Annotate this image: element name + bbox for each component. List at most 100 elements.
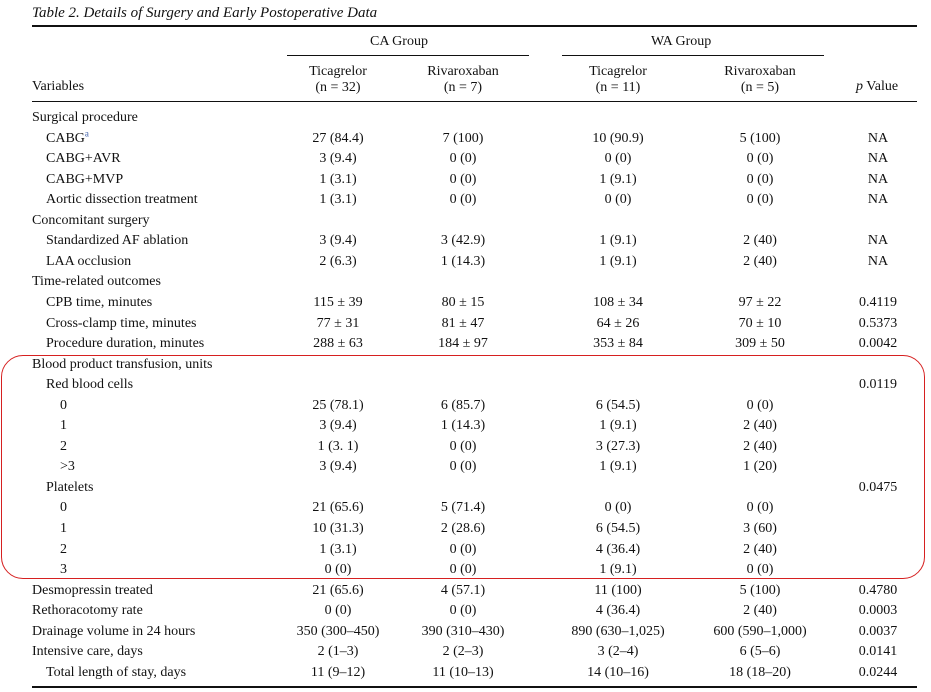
row-label-text: >3 bbox=[60, 459, 75, 475]
row-label: 0 bbox=[60, 396, 67, 416]
top-rule bbox=[32, 25, 917, 27]
footnote-marker: a bbox=[84, 127, 89, 138]
table-cell: 0 (0) bbox=[324, 562, 352, 578]
table-cell: 97 ± 22 bbox=[738, 294, 782, 310]
row-label: Drainage volume in 24 hours bbox=[32, 622, 195, 642]
table-cell: 6 (54.5) bbox=[595, 397, 641, 413]
table-cell: 80 ± 15 bbox=[441, 294, 485, 310]
table-cell: 2 (2–3) bbox=[442, 644, 484, 660]
row-label: 3 bbox=[60, 560, 67, 580]
pvalue-cell: NA bbox=[867, 233, 889, 249]
table-cell: 3 (42.9) bbox=[440, 233, 486, 249]
column-header-variables: Variables bbox=[32, 79, 85, 94]
table-cell: 14 (10–16) bbox=[587, 664, 649, 680]
table-cell: 4 (57.1) bbox=[440, 582, 486, 598]
row-label: Blood product transfusion, units bbox=[32, 355, 212, 375]
header-rule bbox=[32, 101, 917, 102]
row-label: Standardized AF ablation bbox=[46, 231, 188, 251]
table-row: Red blood cells 0.0119 bbox=[0, 375, 931, 395]
row-label: Rethoracotomy rate bbox=[32, 601, 143, 621]
table-cell: 0 (0) bbox=[746, 151, 774, 167]
pvalue-cell: NA bbox=[867, 130, 889, 146]
pvalue-rest: Value bbox=[863, 79, 899, 94]
table-cell: 18 (18–20) bbox=[729, 664, 791, 680]
column-header-name: Ticagrelor bbox=[589, 64, 647, 79]
table-cell: 3 (9.4) bbox=[319, 151, 357, 167]
pvalue-cell: 0.0042 bbox=[858, 336, 898, 352]
table-cell: 27 (84.4) bbox=[312, 130, 364, 146]
table-cell: 6 (54.5) bbox=[595, 521, 641, 536]
table-cell: 10 (90.9) bbox=[592, 130, 644, 146]
table-cell: 2 (6.3) bbox=[319, 253, 357, 269]
table-cell: 1 (9.1) bbox=[599, 171, 637, 187]
table-cell: 350 (300–450) bbox=[296, 623, 380, 639]
column-header-name: Rivaroxaban bbox=[724, 64, 796, 79]
table-row: CABG+AVR 3 (9.4) 0 (0) 0 (0) 0 (0) NA bbox=[0, 149, 931, 169]
table-row: Aortic dissection treatment 1 (3.1) 0 (0) 0… bbox=[0, 190, 931, 210]
table-cell: 4 (36.4) bbox=[595, 541, 641, 557]
pvalue-cell: NA bbox=[867, 253, 889, 269]
table-cell: 2 (40) bbox=[743, 438, 777, 454]
pvalue-cell: 0.0037 bbox=[858, 623, 898, 639]
table-cell: 3 (27.3) bbox=[595, 438, 641, 454]
row-label-text: Red blood cells bbox=[46, 377, 134, 393]
group-header-ca: CA Group bbox=[370, 34, 428, 49]
row-label-text: Concomitant surgery bbox=[32, 212, 150, 228]
table-cell: 21 (65.6) bbox=[312, 582, 364, 598]
table-cell: 353 ± 84 bbox=[593, 336, 643, 352]
row-label: Time-related outcomes bbox=[32, 272, 161, 292]
table-cell: 11 (100) bbox=[594, 582, 642, 598]
column-header-name: Rivaroxaban bbox=[427, 64, 499, 79]
pvalue-cell: 0.0119 bbox=[859, 377, 897, 393]
row-label: 2 bbox=[60, 437, 67, 457]
table-row: CABG+MVP 1 (3.1) 0 (0) 1 (9.1) 0 (0) NA bbox=[0, 170, 931, 190]
table-cell: 77 ± 31 bbox=[316, 315, 360, 331]
table-cell: 6 (5–6) bbox=[739, 644, 781, 660]
table-row: Intensive care, days 2 (1–3) 2 (2–3) 3 (2–4… bbox=[0, 642, 931, 662]
table-cell: 115 ± 39 bbox=[313, 294, 363, 310]
row-label: Total length of stay, days bbox=[46, 663, 186, 683]
pvalue-cell: 0.0244 bbox=[858, 664, 898, 680]
row-label-text: 3 bbox=[60, 562, 67, 578]
table-cell: 0 (0) bbox=[746, 500, 774, 516]
column-header-ticagrelor-ca: Ticagrelor (n = 32) bbox=[278, 64, 398, 96]
group-rule-wa bbox=[562, 55, 824, 56]
row-label: Platelets bbox=[46, 478, 93, 498]
row-label-text: 0 bbox=[60, 500, 67, 516]
highlight-outline bbox=[1, 355, 925, 579]
table-row: Standardized AF ablation 3 (9.4) 3 (42.9) 1… bbox=[0, 231, 931, 251]
table-cell: 1 (9.1) bbox=[599, 233, 637, 249]
row-label-text: CABG+AVR bbox=[46, 151, 121, 167]
table-row: Rethoracotomy rate 0 (0) 0 (0) 4 (36.4) 2 (4… bbox=[0, 601, 931, 621]
table-cell: 3 (60) bbox=[743, 521, 777, 536]
table-row: 1 10 (31.3) 2 (28.6) 6 (54.5) 3 (60) bbox=[0, 519, 931, 539]
row-label: Intensive care, days bbox=[32, 642, 143, 662]
row-label: 0 bbox=[60, 498, 67, 518]
table-cell: 3 (9.4) bbox=[319, 459, 357, 475]
row-label: 2 bbox=[60, 540, 67, 560]
table-row: 0 25 (78.1) 6 (85.7) 6 (54.5) 0 (0) bbox=[0, 396, 931, 416]
table-cell: 184 ± 97 bbox=[438, 336, 488, 352]
column-header-name: Ticagrelor bbox=[309, 64, 367, 79]
table-cell: 2 (40) bbox=[743, 603, 777, 619]
table-title: Table 2. Details of Surgery and Early Po… bbox=[32, 5, 378, 21]
table-cell: 0 (0) bbox=[449, 151, 477, 167]
row-label-text: Desmopressin treated bbox=[32, 582, 153, 598]
row-label: CABGa bbox=[46, 127, 89, 149]
table-cell: 11 (9–12) bbox=[310, 664, 366, 680]
row-label-text: CPB time, minutes bbox=[46, 294, 153, 310]
table-row: CABGa 27 (84.4) 7 (100) 10 (90.9) 5 (100) NA bbox=[0, 127, 931, 149]
group-rule-ca bbox=[287, 55, 529, 56]
row-label: Desmopressin treated bbox=[32, 581, 153, 601]
row-label-text: Intensive care, days bbox=[32, 644, 143, 660]
table-cell: 0 (0) bbox=[449, 459, 477, 475]
table-cell: 7 (100) bbox=[442, 130, 484, 146]
table-row: 2 1 (3. 1) 0 (0) 3 (27.3) 2 (40) bbox=[0, 437, 931, 457]
table-cell: 390 (310–430) bbox=[421, 623, 505, 639]
group-header-wa: WA Group bbox=[651, 34, 712, 49]
table-cell: 81 ± 47 bbox=[441, 315, 485, 331]
table-row: Desmopressin treated 21 (65.6) 4 (57.1) 11 … bbox=[0, 581, 931, 601]
table-cell: 2 (40) bbox=[743, 418, 777, 434]
row-label-text: Rethoracotomy rate bbox=[32, 603, 143, 619]
table-row: Platelets 0.0475 bbox=[0, 478, 931, 498]
